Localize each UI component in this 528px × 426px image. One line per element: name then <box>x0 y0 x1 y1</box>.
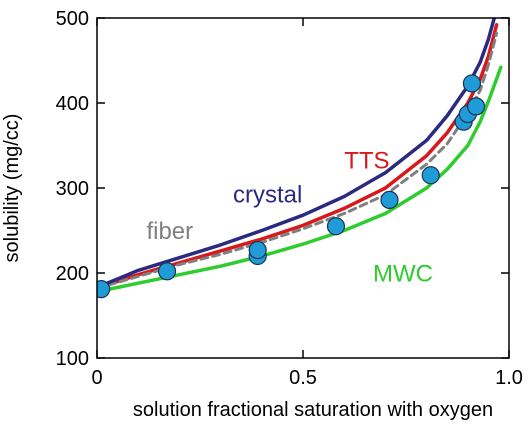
data-point <box>157 262 177 281</box>
y-tick-label: 400 <box>56 93 89 115</box>
x-tick-label: 0 <box>91 367 102 389</box>
plot-area <box>97 18 503 299</box>
data-point <box>97 280 111 299</box>
y-tick-label: 200 <box>56 263 89 285</box>
y-tick-label: 500 <box>56 8 89 30</box>
x-axis-label: solution fractional saturation with oxyg… <box>133 399 493 421</box>
data-point <box>421 166 440 185</box>
series-line-mwc <box>97 65 503 294</box>
y-tick-label: 100 <box>56 348 89 370</box>
x-tick-label: 1.0 <box>495 367 523 389</box>
data-point <box>326 217 346 236</box>
data-point <box>466 97 486 116</box>
y-tick-label: 300 <box>56 178 89 200</box>
series-label-tts: TTS <box>344 147 389 174</box>
x-tick-label: 0.5 <box>289 367 317 389</box>
series-label-fiber: fiber <box>146 218 193 245</box>
series-label-mwc: MWC <box>373 261 433 288</box>
series-line-tts <box>97 23 499 291</box>
data-point <box>380 190 399 209</box>
y-axis-label: solubility (mg/cc) <box>1 114 23 263</box>
series-line-fiber <box>97 31 499 290</box>
series-line-crystal <box>97 18 497 290</box>
x-axis: 0 0.5 1.0 <box>91 18 523 389</box>
data-point <box>248 240 267 260</box>
series-label-crystal: crystal <box>233 181 302 208</box>
y-axis: 100 200 300 400 500 <box>56 8 509 370</box>
plot-frame <box>96 17 510 359</box>
data-point <box>462 74 482 93</box>
